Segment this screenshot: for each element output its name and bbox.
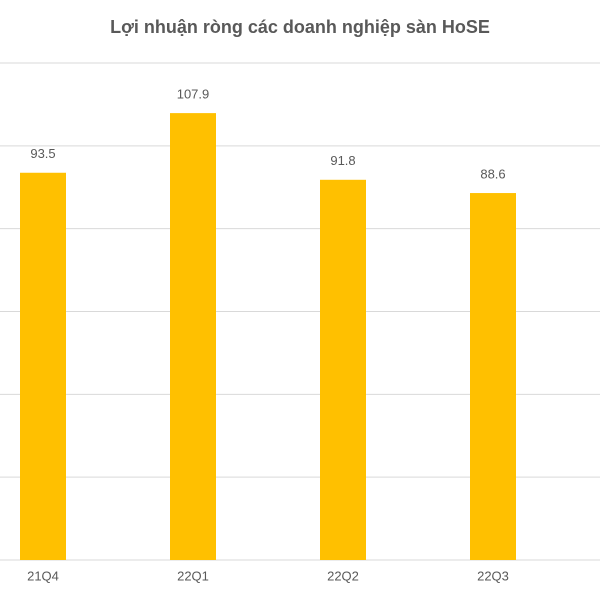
bar	[470, 193, 516, 560]
chart-title: Lợi nhuận ròng các doanh nghiệp sàn HoSE	[110, 17, 490, 37]
bar	[320, 179, 366, 561]
x-tick-label: 22Q2	[327, 568, 359, 583]
data-label: 107.9	[177, 87, 210, 102]
bar	[170, 113, 216, 560]
x-tick-label: 22Q1	[177, 568, 209, 583]
data-label: 91.8	[330, 153, 355, 168]
data-label: 93.5	[30, 146, 55, 161]
bar	[20, 172, 66, 561]
x-tick-label: 22Q3	[477, 568, 509, 583]
data-label: 88.6	[480, 166, 505, 181]
x-tick-label: 21Q4	[27, 568, 59, 583]
